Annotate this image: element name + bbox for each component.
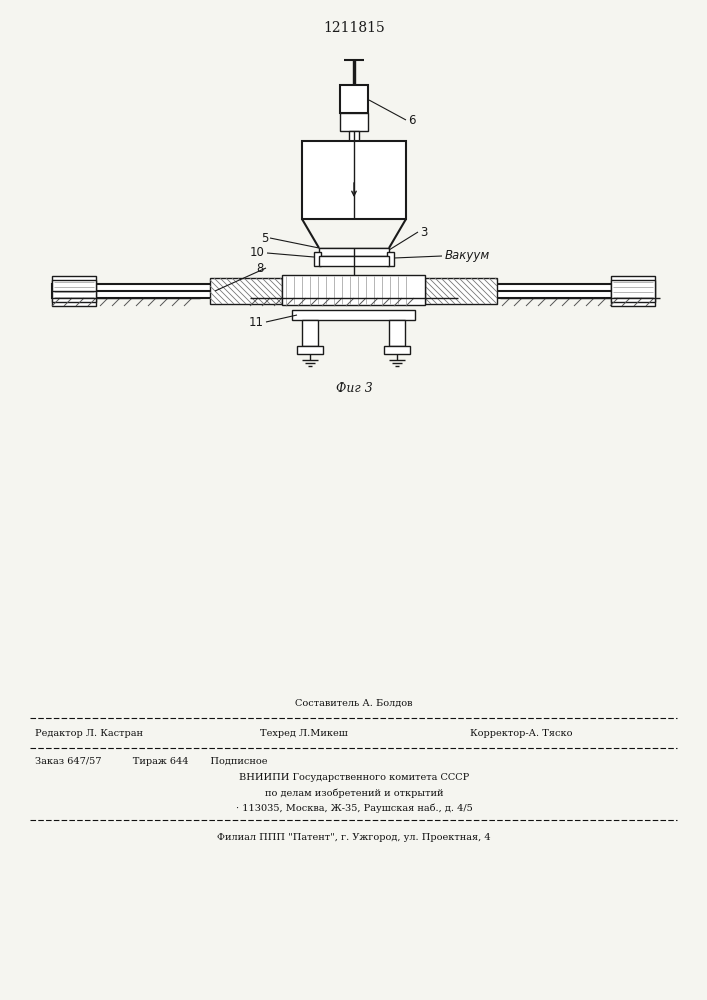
- Text: 1211815: 1211815: [323, 21, 385, 35]
- Text: 10: 10: [250, 246, 265, 259]
- Text: 8: 8: [257, 261, 264, 274]
- Bar: [340, 85, 368, 113]
- Bar: [384, 346, 410, 354]
- Bar: [387, 252, 394, 266]
- Bar: [52, 280, 96, 302]
- Bar: [302, 320, 318, 346]
- Bar: [425, 278, 497, 304]
- Text: Редактор Л. Кастран: Редактор Л. Кастран: [35, 728, 143, 738]
- Bar: [340, 113, 368, 131]
- Bar: [319, 248, 389, 256]
- Text: · 113035, Москва, Ж-35, Раушская наб., д. 4/5: · 113035, Москва, Ж-35, Раушская наб., д…: [235, 803, 472, 813]
- Text: 11: 11: [249, 316, 264, 328]
- Bar: [314, 252, 321, 266]
- Text: 3: 3: [420, 226, 427, 238]
- Bar: [297, 346, 323, 354]
- Text: Составитель А. Болдов: Составитель А. Болдов: [296, 698, 413, 708]
- Bar: [349, 131, 359, 141]
- Text: по делам изобретений и открытий: по делам изобретений и открытий: [264, 788, 443, 798]
- Bar: [319, 256, 389, 266]
- Text: Заказ 647/57          Тираж 644       Подписное: Заказ 647/57 Тираж 644 Подписное: [35, 758, 267, 766]
- Bar: [52, 284, 655, 298]
- Text: ВНИИПИ Государственного комитета СССР: ВНИИПИ Государственного комитета СССР: [239, 774, 469, 782]
- Bar: [611, 280, 655, 302]
- Bar: [611, 276, 655, 306]
- Bar: [52, 276, 96, 306]
- Bar: [302, 141, 406, 219]
- Bar: [292, 310, 415, 320]
- Text: Вакуум: Вакуум: [445, 249, 490, 262]
- Bar: [210, 278, 282, 304]
- Text: Фиг 3: Фиг 3: [336, 381, 373, 394]
- Text: Техред Л.Микеш: Техред Л.Микеш: [260, 728, 348, 738]
- Text: 5: 5: [261, 232, 268, 244]
- Text: 6: 6: [408, 113, 416, 126]
- Bar: [389, 320, 405, 346]
- Text: Филиал ППП "Патент", г. Ужгород, ул. Проектная, 4: Филиал ППП "Патент", г. Ужгород, ул. Про…: [217, 834, 491, 842]
- Bar: [282, 275, 425, 305]
- Text: Корректор-А. Тяско: Корректор-А. Тяско: [470, 728, 573, 738]
